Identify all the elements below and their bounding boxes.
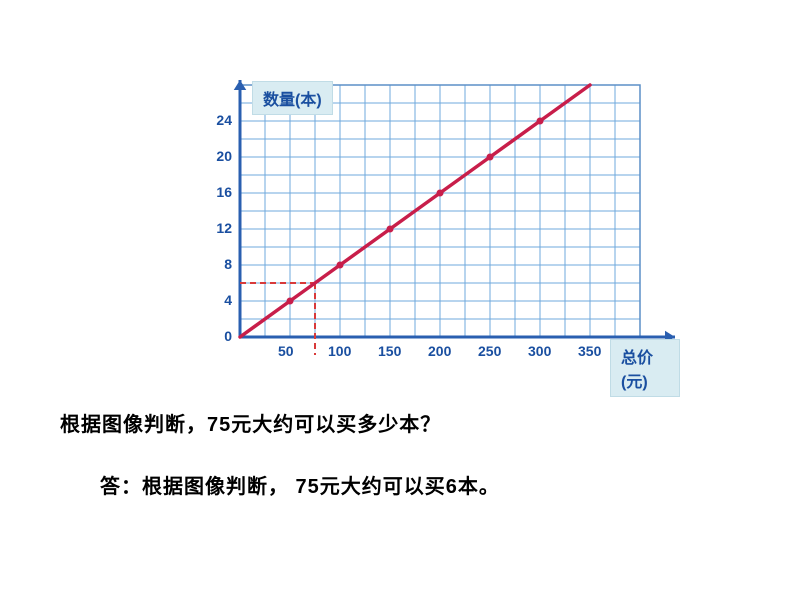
y-tick-label: 20 xyxy=(216,148,232,164)
line-chart xyxy=(200,75,680,367)
x-axis-label: 总价(元) xyxy=(610,339,680,397)
y-tick-label: 4 xyxy=(224,292,232,308)
y-axis-label: 数量(本) xyxy=(252,81,333,115)
x-tick-label: 250 xyxy=(478,343,501,359)
y-tick-label: 16 xyxy=(216,184,232,200)
y-tick-label: 12 xyxy=(216,220,232,236)
question-text: 根据图像判断，75元大约可以买多少本？ xyxy=(60,408,441,437)
x-tick-label: 200 xyxy=(428,343,451,359)
x-tick-label: 300 xyxy=(528,343,551,359)
y-tick-label: 24 xyxy=(216,112,232,128)
x-tick-label: 100 xyxy=(328,343,351,359)
y-tick-label: 8 xyxy=(224,256,232,272)
x-tick-label: 150 xyxy=(378,343,401,359)
answer-text: 答：根据图像判断， 75元大约可以买6本。 xyxy=(100,470,500,499)
chart-container: 数量(本) 总价(元) 0481216202450100150200250300… xyxy=(200,75,680,372)
y-tick-label: 0 xyxy=(224,328,232,344)
x-tick-label: 50 xyxy=(278,343,294,359)
x-tick-label: 350 xyxy=(578,343,601,359)
